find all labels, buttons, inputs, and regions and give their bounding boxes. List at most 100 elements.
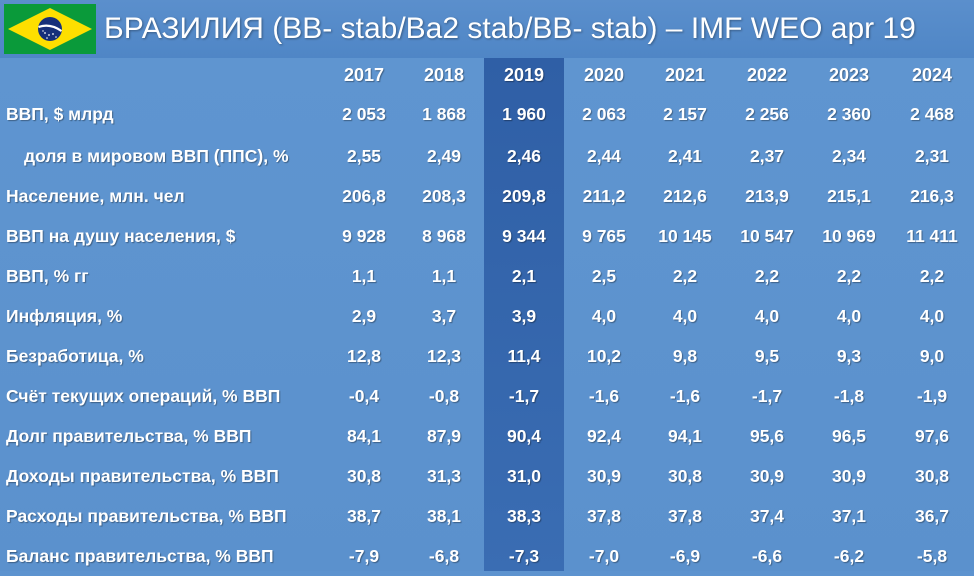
row-label: Население, млн. чел — [6, 185, 185, 206]
year-header-2018: 2018 — [423, 64, 465, 85]
value-cell: 2,37 — [749, 145, 785, 166]
value-cell: 37,8 — [667, 505, 703, 526]
value-cell: 87,9 — [426, 425, 462, 446]
value-cell: 38,3 — [506, 505, 542, 526]
value-cell: 212,6 — [663, 185, 707, 206]
header-label-cell — [0, 58, 324, 92]
value-cell: 30,8 — [667, 465, 703, 486]
value-cell: 1,1 — [431, 265, 457, 286]
value-cell: 9,0 — [919, 345, 945, 366]
value-cell: 211,2 — [582, 185, 626, 206]
value-cell: 36,7 — [914, 505, 950, 526]
value-cell: 4,0 — [591, 305, 617, 326]
row-label: ВВП на душу населения, $ — [6, 225, 236, 246]
table-row: ВВП, $ млрд 2 053 1 868 1 960 2 063 2 157 2 25… — [0, 92, 974, 136]
row-label: Долг правительства, % ВВП — [6, 425, 252, 446]
title-bar: БРАЗИЛИЯ (BB- stab/Ba2 stab/BB- stab) – … — [0, 0, 974, 58]
value-cell: 84,1 — [346, 425, 382, 446]
value-cell: 97,6 — [914, 425, 950, 446]
value-cell: -0,4 — [348, 385, 380, 406]
value-cell: 90,4 — [506, 425, 542, 446]
value-cell: 30,9 — [831, 465, 867, 486]
value-cell: 2,31 — [914, 145, 950, 166]
value-cell: -1,6 — [669, 385, 701, 406]
value-cell: 4,0 — [754, 305, 780, 326]
value-cell: -1,6 — [588, 385, 620, 406]
value-cell: -1,7 — [751, 385, 783, 406]
value-cell: 208,3 — [422, 185, 466, 206]
row-label: доля в мировом ВВП (ППС), % — [24, 145, 289, 166]
value-cell: 2 053 — [342, 103, 386, 124]
year-header-2019: 2019 — [503, 64, 545, 85]
year-header-2017: 2017 — [343, 64, 385, 85]
value-cell: 1 868 — [422, 103, 466, 124]
year-header-row: 2017 2018 2019 2020 2021 2022 2023 2024 — [0, 58, 974, 92]
value-cell: -1,7 — [508, 385, 540, 406]
value-cell: -6,2 — [833, 545, 865, 566]
value-cell: 3,7 — [431, 305, 457, 326]
value-cell: -5,8 — [916, 545, 948, 566]
value-cell: 37,4 — [749, 505, 785, 526]
row-label: Инфляция, % — [6, 305, 123, 326]
value-cell: 31,0 — [506, 465, 542, 486]
year-header-2021: 2021 — [664, 64, 706, 85]
value-cell: 206,8 — [342, 185, 386, 206]
value-cell: 10 145 — [658, 225, 712, 246]
table-row: Инфляция, % 2,9 3,7 3,9 4,0 4,0 4,0 4,0 4,0 — [0, 296, 974, 336]
value-cell: 213,9 — [745, 185, 789, 206]
value-cell: 9,5 — [754, 345, 780, 366]
value-cell: 2 468 — [910, 103, 954, 124]
value-cell: 1,1 — [351, 265, 377, 286]
value-cell: -7,9 — [348, 545, 380, 566]
value-cell: 38,7 — [346, 505, 382, 526]
value-cell: 4,0 — [919, 305, 945, 326]
row-label: ВВП, % гг — [6, 265, 89, 286]
value-cell: 94,1 — [667, 425, 703, 446]
value-cell: 8 968 — [422, 225, 466, 246]
value-cell: 2,5 — [591, 265, 617, 286]
table-row: Долг правительства, % ВВП 84,1 87,9 90,4 92,… — [0, 416, 974, 456]
row-label: Баланс правительства, % ВВП — [6, 545, 274, 566]
value-cell: 37,1 — [831, 505, 867, 526]
row-label: Счёт текущих операций, % ВВП — [6, 385, 281, 406]
year-header-2020: 2020 — [583, 64, 625, 85]
value-cell: 9,8 — [672, 345, 698, 366]
macro-indicators-table: 2017 2018 2019 2020 2021 2022 2023 2024 ВВП, $ … — [0, 58, 974, 576]
value-cell: 2,46 — [506, 145, 542, 166]
value-cell: 2 360 — [827, 103, 871, 124]
value-cell: 209,8 — [502, 185, 546, 206]
value-cell: -0,8 — [428, 385, 460, 406]
table-row: Баланс правительства, % ВВП -7,9 -6,8 -7,3 -… — [0, 536, 974, 576]
brazil-flag-icon — [4, 4, 96, 54]
table-body: ВВП, $ млрд 2 053 1 868 1 960 2 063 2 157 2 25… — [0, 92, 974, 576]
value-cell: -1,8 — [833, 385, 865, 406]
value-cell: 37,8 — [586, 505, 622, 526]
value-cell: 2,2 — [919, 265, 945, 286]
table-row: ВВП на душу населения, $ 9 928 8 968 9 344 9… — [0, 216, 974, 256]
value-cell: 9 928 — [342, 225, 386, 246]
value-cell: 96,5 — [831, 425, 867, 446]
value-cell: 2 063 — [582, 103, 626, 124]
table-row: доля в мировом ВВП (ППС), % 2,55 2,49 2,46 2… — [0, 136, 974, 176]
value-cell: 4,0 — [672, 305, 698, 326]
value-cell: 30,8 — [346, 465, 382, 486]
value-cell: 9 765 — [582, 225, 626, 246]
value-cell: 38,1 — [426, 505, 462, 526]
value-cell: 30,8 — [914, 465, 950, 486]
value-cell: -6,8 — [428, 545, 460, 566]
value-cell: -6,9 — [669, 545, 701, 566]
value-cell: 2,41 — [667, 145, 703, 166]
value-cell: 2,9 — [351, 305, 377, 326]
value-cell: 11 411 — [906, 225, 958, 246]
value-cell: 2,2 — [836, 265, 862, 286]
table-row: Расходы правительства, % ВВП 38,7 38,1 38,3… — [0, 496, 974, 536]
value-cell: 1 960 — [502, 103, 546, 124]
table-row: Счёт текущих операций, % ВВП -0,4 -0,8 -1,7… — [0, 376, 974, 416]
value-cell: 30,9 — [586, 465, 622, 486]
value-cell: 2,44 — [586, 145, 622, 166]
value-cell: 31,3 — [426, 465, 462, 486]
table-row: ВВП, % гг 1,1 1,1 2,1 2,5 2,2 2,2 2,2 2,2 — [0, 256, 974, 296]
value-cell: 9 344 — [502, 225, 546, 246]
value-cell: 11,4 — [507, 345, 541, 366]
